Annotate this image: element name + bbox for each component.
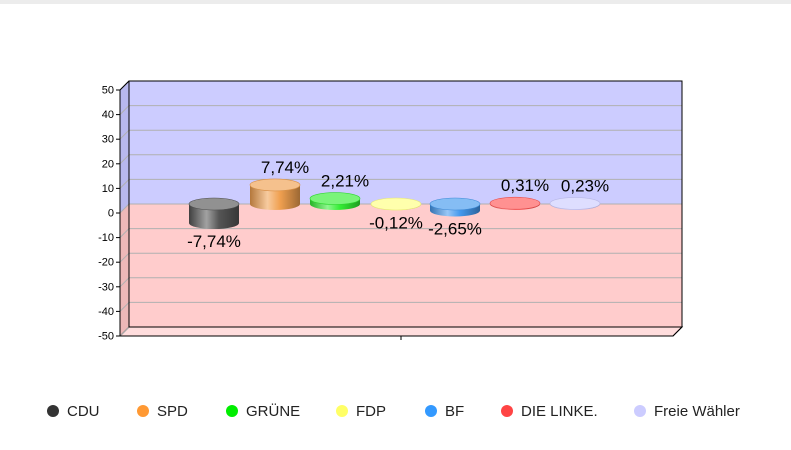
legend-marker xyxy=(425,405,437,417)
legend-item-gruene: GRÜNE xyxy=(226,398,300,424)
chart-legend: CDU SPD GRÜNE FDP BF DIE LINKE. Freie Wä… xyxy=(0,398,791,424)
gridline-side xyxy=(119,277,130,288)
legend-item-freie-waehler: Freie Wähler xyxy=(634,398,740,424)
y-tick-label: 40 xyxy=(102,109,114,121)
side-wall-negative xyxy=(120,204,129,336)
legend-item-die-linke: DIE LINKE. xyxy=(501,398,598,424)
y-tick-label: -50 xyxy=(98,331,114,343)
legend-label: GRÜNE xyxy=(246,402,301,420)
legend-item-cdu: CDU xyxy=(47,398,100,424)
gridline-side xyxy=(119,129,130,140)
y-tick-label: -20 xyxy=(98,257,114,269)
gridline-side xyxy=(119,326,130,337)
axis-frame xyxy=(119,80,683,337)
bar-spd xyxy=(250,184,300,210)
y-tick-label: 50 xyxy=(102,85,114,97)
bar-cap xyxy=(309,192,361,205)
chart-floor xyxy=(118,326,684,337)
legend-marker xyxy=(226,405,238,417)
legend-item-spd: SPD xyxy=(137,398,188,424)
y-tick-label: -40 xyxy=(98,306,114,318)
y-tick-label: -10 xyxy=(98,232,114,244)
bar-cap xyxy=(429,197,481,211)
side-wall-positive xyxy=(120,81,129,213)
legend-marker xyxy=(634,405,646,417)
bar-cap xyxy=(188,197,240,211)
gridline-side xyxy=(119,154,130,165)
legend-label: SPD xyxy=(157,402,188,420)
y-tick-label: 30 xyxy=(102,134,114,146)
gridline-side xyxy=(119,203,130,214)
bar-chart: 50 40 30 20 10 0 -10 -20 -30 -40 -50 -7,74% 7,74% 2,2… xyxy=(98,80,684,343)
data-label: 2,21% xyxy=(321,172,369,191)
legend-marker xyxy=(47,405,59,417)
data-label: -0,12% xyxy=(369,213,423,232)
y-tick-label: 10 xyxy=(102,183,114,195)
legend-marker xyxy=(137,405,149,417)
legend-label: Freie Wähler xyxy=(654,402,740,420)
bar-cdu xyxy=(189,204,239,230)
bar-cap xyxy=(370,197,422,211)
bar-cap xyxy=(549,197,601,210)
bar-cap xyxy=(249,178,301,192)
data-label: 7,74% xyxy=(261,158,309,177)
legend-marker xyxy=(501,405,513,417)
bar-cap xyxy=(489,196,541,210)
y-tick-label: 20 xyxy=(102,158,114,170)
legend-marker xyxy=(336,405,348,417)
data-label: 0,23% xyxy=(561,176,609,195)
legend-item-bf: BF xyxy=(425,398,464,424)
legend-label: BF xyxy=(445,402,465,420)
data-label: 0,31% xyxy=(501,176,549,195)
background-positive xyxy=(129,81,682,204)
data-label: -2,65% xyxy=(428,220,482,239)
gridline-side xyxy=(119,179,130,189)
legend-label: DIE LINKE. xyxy=(521,402,598,420)
data-label: -7,74% xyxy=(187,232,241,251)
gridline-side xyxy=(119,252,130,263)
gridline-side xyxy=(119,105,130,115)
legend-label: FDP xyxy=(356,402,386,420)
plot-frame xyxy=(128,80,683,328)
gridline-side xyxy=(119,302,130,312)
gridline-side xyxy=(119,228,130,238)
y-tick-label: -30 xyxy=(98,281,114,293)
y-tick-label: 0 xyxy=(108,208,114,220)
top-border xyxy=(0,0,791,4)
legend-label: CDU xyxy=(67,402,100,420)
legend-item-fdp: FDP xyxy=(336,398,386,424)
